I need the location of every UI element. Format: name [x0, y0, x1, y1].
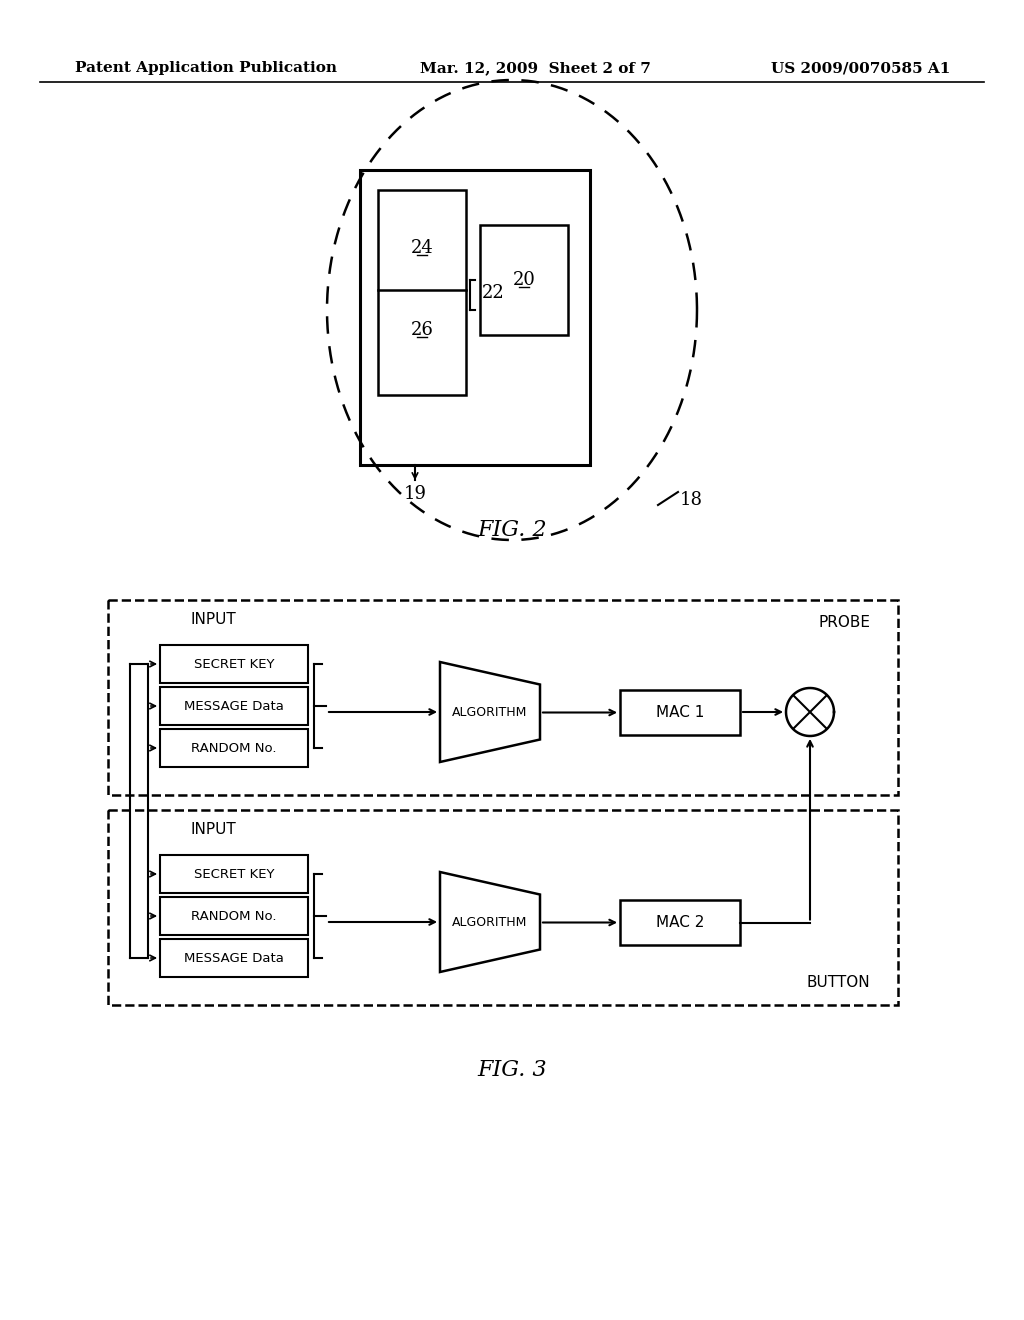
Bar: [160, 729, 308, 767]
Text: 19: 19: [403, 484, 427, 503]
Polygon shape: [440, 663, 540, 762]
Text: US 2009/0070585 A1: US 2009/0070585 A1: [771, 61, 950, 75]
Bar: [108, 601, 898, 795]
Bar: [360, 170, 590, 465]
Text: Mar. 12, 2009  Sheet 2 of 7: Mar. 12, 2009 Sheet 2 of 7: [420, 61, 651, 75]
Text: 20: 20: [513, 271, 536, 289]
Text: ALGORITHM: ALGORITHM: [453, 705, 527, 718]
Text: MESSAGE Data: MESSAGE Data: [184, 700, 284, 713]
Text: MESSAGE Data: MESSAGE Data: [184, 952, 284, 965]
Text: 18: 18: [680, 491, 703, 510]
Text: Patent Application Publication: Patent Application Publication: [75, 61, 337, 75]
Bar: [160, 686, 308, 725]
Text: BUTTON: BUTTON: [806, 975, 870, 990]
Text: FIG. 3: FIG. 3: [477, 1059, 547, 1081]
Text: 22: 22: [482, 284, 505, 302]
Bar: [620, 900, 740, 945]
Bar: [480, 224, 568, 335]
Text: RANDOM No.: RANDOM No.: [191, 742, 276, 755]
Polygon shape: [440, 873, 540, 972]
Bar: [160, 939, 308, 977]
Bar: [160, 855, 308, 894]
Text: INPUT: INPUT: [190, 822, 236, 837]
Text: RANDOM No.: RANDOM No.: [191, 909, 276, 923]
Text: INPUT: INPUT: [190, 612, 236, 627]
Text: SECRET KEY: SECRET KEY: [194, 657, 274, 671]
Text: FIG. 2: FIG. 2: [477, 519, 547, 541]
Bar: [160, 645, 308, 682]
Text: MAC 1: MAC 1: [655, 705, 705, 719]
Text: PROBE: PROBE: [818, 615, 870, 630]
Text: ALGORITHM: ALGORITHM: [453, 916, 527, 928]
Text: SECRET KEY: SECRET KEY: [194, 867, 274, 880]
Bar: [108, 810, 898, 1005]
Bar: [620, 690, 740, 735]
Text: 24: 24: [411, 239, 433, 257]
Text: MAC 2: MAC 2: [655, 915, 705, 931]
Bar: [160, 898, 308, 935]
Text: 26: 26: [411, 321, 433, 339]
Bar: [378, 190, 466, 395]
